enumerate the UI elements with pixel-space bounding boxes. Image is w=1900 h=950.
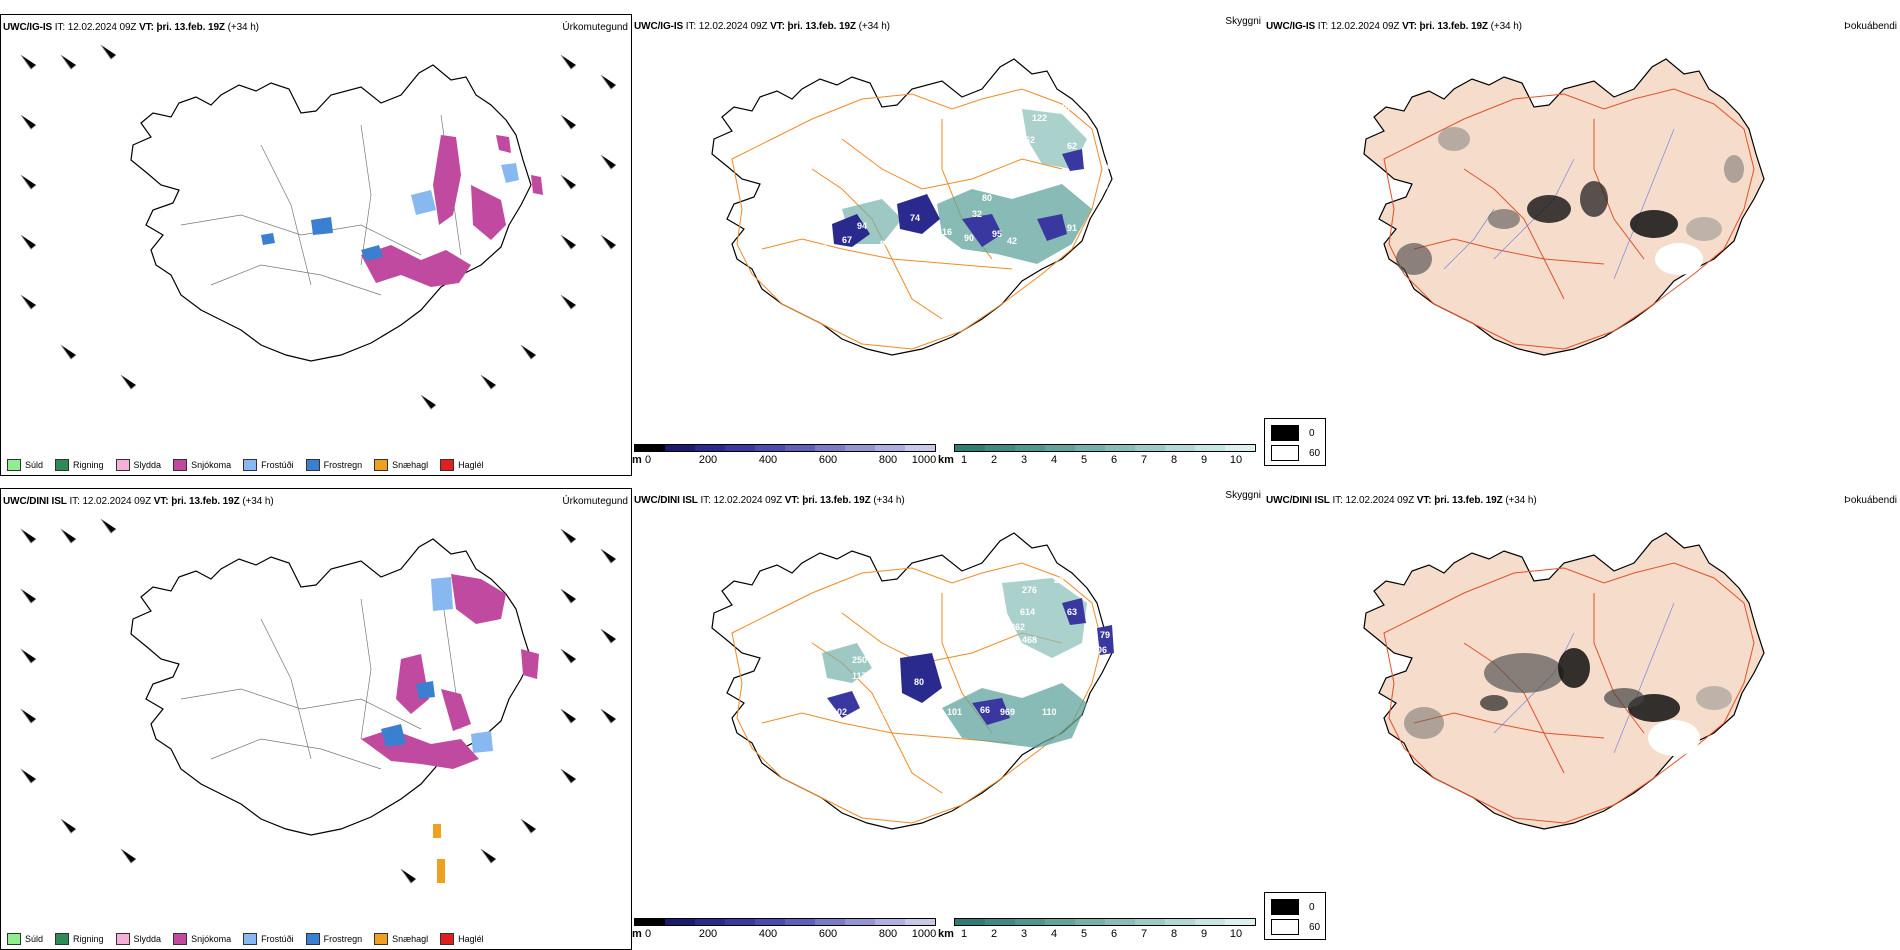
iceland-fog-map <box>1363 58 1765 356</box>
visibility-unit: km <box>938 454 954 466</box>
snow-pellet-area <box>433 824 445 883</box>
scale-bars: m 0 200 400 600 800 1000 km 1 2 3 4 5 6 … <box>632 918 1264 948</box>
svg-text:94: 94 <box>880 239 890 249</box>
freezing-drizzle-area <box>381 577 493 753</box>
svg-text:62: 62 <box>1067 141 1077 151</box>
svg-text:74: 74 <box>910 213 920 223</box>
panel-header: UWC/IG-IS IT: 12.02.2024 09Z VT: þri. 13… <box>3 22 259 33</box>
wind-barbs <box>20 518 617 884</box>
svg-text:969: 969 <box>1000 707 1015 717</box>
svg-text:95: 95 <box>992 229 1002 239</box>
svg-text:86: 86 <box>1102 161 1112 171</box>
wind-barbs <box>20 44 617 410</box>
svg-text:66: 66 <box>980 705 990 715</box>
svg-text:79: 79 <box>1100 630 1110 640</box>
iceland-visibility-map: 250 117 102 10 80 101 66 969 221 78 12 1… <box>711 532 1114 830</box>
road-network <box>1383 88 1755 350</box>
svg-text:101: 101 <box>947 707 962 717</box>
panel-header: UWC/IG-IS IT: 12.02.2024 09Z VT: þri. 13… <box>1266 21 1522 32</box>
low-cloud-base-area <box>832 149 1084 247</box>
fog-areas <box>1396 127 1744 275</box>
low-cloud-base-area <box>827 598 1114 725</box>
precip-legend: Súld Rigning Slydda Snjókoma Frostúði Fr… <box>7 459 492 471</box>
svg-text:207: 207 <box>1002 173 1017 183</box>
cloud-base-unit: m <box>632 454 642 466</box>
iceland-fog-map <box>1363 532 1765 830</box>
freezing-drizzle-area <box>261 163 519 261</box>
svg-text:78: 78 <box>982 655 992 665</box>
legend-swatch <box>7 459 21 471</box>
svg-text:32: 32 <box>972 209 982 219</box>
panel-title: Skyggni <box>1225 490 1261 501</box>
svg-text:276: 276 <box>1022 585 1037 595</box>
panel-header: UWC/DINI ISL IT: 12.02.2024 09Z VT: þri.… <box>3 496 274 507</box>
panel-header: UWC/DINI ISL IT: 12.02.2024 09Z VT: þri.… <box>1266 495 1537 506</box>
fog-legend: 0 60 <box>1264 418 1326 466</box>
svg-text:22: 22 <box>1054 575 1064 585</box>
svg-text:63: 63 <box>1067 607 1077 617</box>
svg-text:10: 10 <box>882 707 892 717</box>
visibility-reduced-area <box>842 109 1092 264</box>
panel-header: UWC/IG-IS IT: 12.02.2024 09Z VT: þri. 13… <box>634 21 890 32</box>
svg-text:122: 122 <box>1032 113 1047 123</box>
cloud-base-labels: 250 117 102 10 80 101 66 969 221 78 12 1… <box>832 575 1110 717</box>
snow-area <box>361 574 539 769</box>
svg-text:73: 73 <box>817 243 827 253</box>
visibility-colorbar <box>954 444 1256 452</box>
precip-legend: Súld Rigning Slydda Snjókoma Frostúði Fr… <box>7 933 492 945</box>
svg-text:42: 42 <box>1007 236 1017 246</box>
visibility-colorbar <box>954 918 1256 926</box>
svg-text:16: 16 <box>942 227 952 237</box>
visibility-reduced-area <box>822 578 1087 748</box>
iceland-precip-map <box>20 44 617 410</box>
svg-text:96: 96 <box>1098 181 1108 191</box>
svg-text:40: 40 <box>1060 103 1070 113</box>
svg-text:250: 250 <box>852 655 867 665</box>
cloud-base-colorbar <box>634 918 936 926</box>
snow-area <box>361 135 543 287</box>
panel-title: Skyggni <box>1225 16 1261 27</box>
svg-text:102: 102 <box>832 707 847 717</box>
visibility-unit: km <box>938 928 954 940</box>
svg-text:06: 06 <box>1097 645 1107 655</box>
svg-text:862: 862 <box>1010 622 1025 632</box>
panel-title: Úrkomutegund <box>562 22 628 33</box>
cloud-base-labels: 94 67 73 94 74 16 90 95 32 42 80 207 35 … <box>817 103 1112 253</box>
fog-areas <box>1404 648 1732 756</box>
fog-panel-bottom: UWC/DINI ISL IT: 12.02.2024 09Z VT: þri.… <box>1264 488 1900 950</box>
panel-title: Þokuábendi <box>1844 495 1897 506</box>
svg-text:35: 35 <box>982 153 992 163</box>
scale-bars: m 0 200 400 600 800 1000 km 1 2 3 4 5 6 … <box>632 444 1264 474</box>
iceland-precip-map <box>20 518 617 884</box>
precip-type-panel-bottom: UWC/DINI ISL IT: 12.02.2024 09Z VT: þri.… <box>0 488 632 950</box>
fog-panel-top: UWC/IG-IS IT: 12.02.2024 09Z VT: þri. 13… <box>1264 14 1900 476</box>
visibility-panel-top: UWC/IG-IS IT: 12.02.2024 09Z VT: þri. 13… <box>632 14 1264 476</box>
cloud-base-colorbar <box>634 444 936 452</box>
svg-text:94: 94 <box>857 221 867 231</box>
svg-text:117: 117 <box>852 671 867 681</box>
svg-text:614: 614 <box>1020 607 1035 617</box>
svg-text:12: 12 <box>1027 685 1037 695</box>
svg-text:80: 80 <box>982 193 992 203</box>
panel-header: UWC/DINI ISL IT: 12.02.2024 09Z VT: þri.… <box>634 495 905 506</box>
svg-text:110: 110 <box>1042 707 1057 717</box>
panel-title: Úrkomutegund <box>562 496 628 507</box>
svg-text:67: 67 <box>842 235 852 245</box>
svg-text:91: 91 <box>1067 223 1077 233</box>
svg-text:221: 221 <box>962 675 977 685</box>
cloud-base-unit: m <box>632 928 642 940</box>
fog-legend: 0 60 <box>1264 892 1326 940</box>
svg-text:468: 468 <box>1022 635 1037 645</box>
svg-text:597: 597 <box>1032 166 1047 176</box>
svg-text:90: 90 <box>964 233 974 243</box>
precip-type-panel-top: UWC/IG-IS IT: 12.02.2024 09Z VT: þri. 13… <box>0 14 632 476</box>
svg-text:962: 962 <box>1020 135 1035 145</box>
svg-text:80: 80 <box>914 677 924 687</box>
panel-title: Þokuábendi <box>1844 21 1897 32</box>
iceland-visibility-map: 94 67 73 94 74 16 90 95 32 42 80 207 35 … <box>711 58 1113 356</box>
visibility-panel-bottom: UWC/DINI ISL IT: 12.02.2024 09Z VT: þri.… <box>632 488 1264 950</box>
